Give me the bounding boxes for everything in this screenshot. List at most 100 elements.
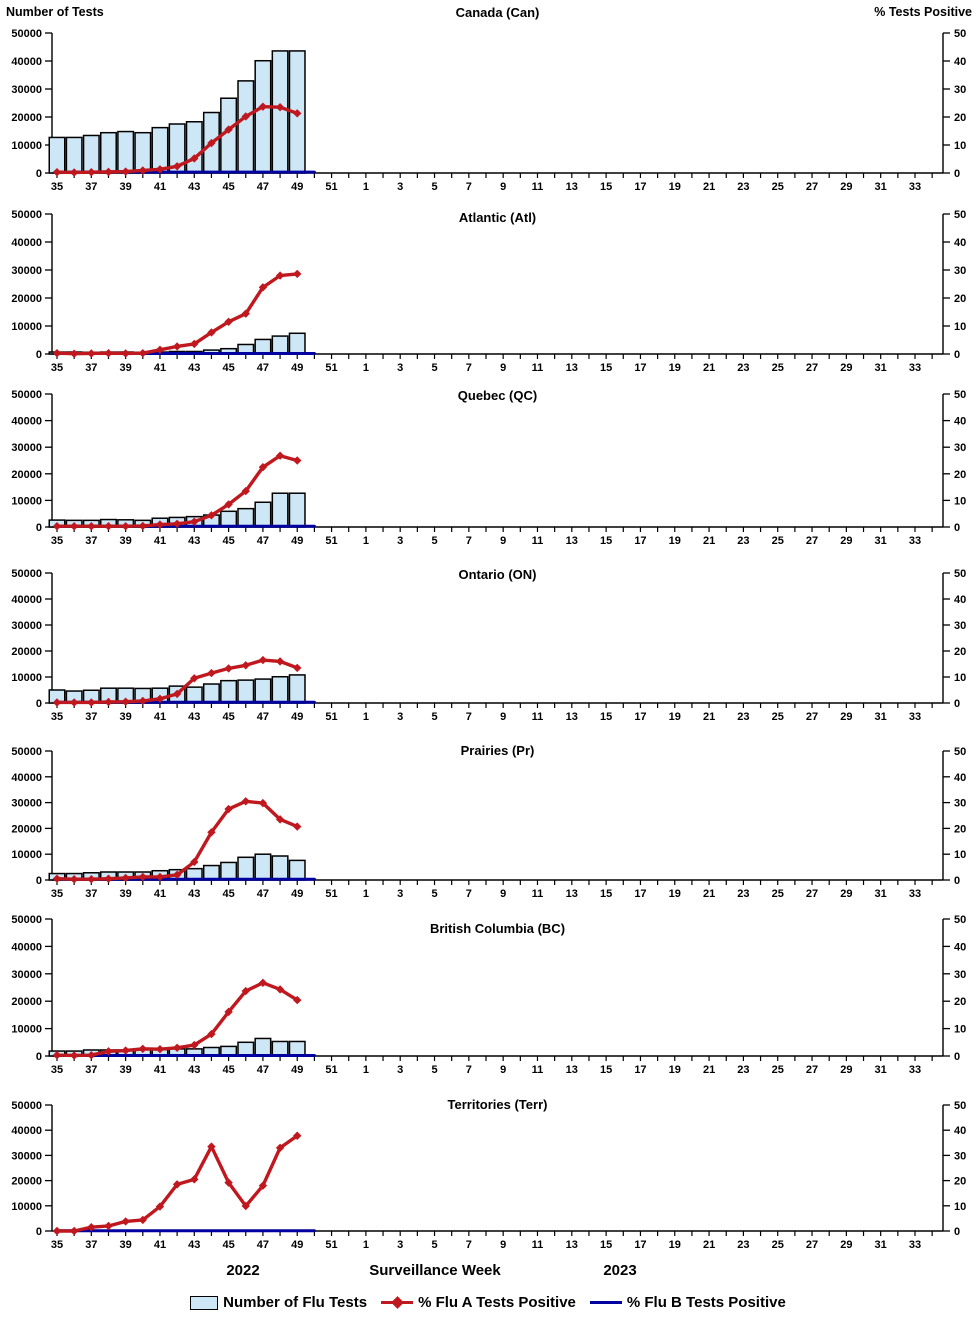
flu-a-diamond-marker — [258, 102, 268, 111]
flu-a-diamond-marker — [104, 348, 113, 358]
flu-a-diamond-marker — [172, 1180, 182, 1189]
flu-a-line-swatch — [381, 1295, 414, 1309]
left-tick-label: 50000 — [11, 28, 42, 40]
x-tick-label: 43 — [188, 711, 200, 723]
flu-a-diamond-marker — [172, 342, 182, 351]
left-tick-label: 10000 — [11, 672, 42, 684]
flu-a-diamond-marker — [275, 271, 285, 280]
x-tick-label: 11 — [532, 888, 544, 900]
x-tick-label: 39 — [120, 535, 132, 547]
x-tick-label: 47 — [257, 362, 269, 374]
x-tick-label: 25 — [772, 181, 784, 193]
left-tick-label: 50000 — [11, 746, 42, 758]
legend-label: % Flu B Tests Positive — [626, 1294, 786, 1311]
x-tick-label: 5 — [431, 181, 437, 193]
x-tick-label: 7 — [466, 888, 472, 900]
x-tick-label: 41 — [154, 888, 166, 900]
x-tick-label: 7 — [466, 711, 472, 723]
x-tick-label: 45 — [222, 1239, 234, 1251]
x-tick-label: 23 — [737, 711, 749, 723]
x-tick-label: 21 — [703, 181, 715, 193]
x-tick-label: 51 — [325, 1064, 337, 1076]
flu-tests-bar — [254, 59, 272, 174]
x-tick-label: 3 — [397, 535, 403, 547]
flu-tests-bar — [288, 859, 306, 881]
x-tick-label: 47 — [257, 535, 269, 547]
x-tick-label: 27 — [806, 181, 818, 193]
flu-a-diamond-marker — [52, 167, 62, 177]
x-tick-label: 23 — [737, 535, 749, 547]
flu-a-diamond-marker — [87, 698, 96, 707]
right-tick-label: 40 — [954, 941, 966, 953]
x-tick-label: 19 — [669, 888, 681, 900]
flu-a-diamond-marker — [241, 661, 250, 670]
flu-tests-bar — [82, 134, 100, 174]
x-tick-label: 29 — [840, 1064, 852, 1076]
flu-a-diamond-marker — [52, 348, 62, 358]
x-tick-label: 39 — [120, 362, 132, 374]
right-tick-label: 50 — [954, 568, 966, 580]
x-tick-label: 45 — [222, 362, 234, 374]
x-tick-label: 49 — [291, 181, 303, 193]
legend: Number of Flu Tests % Flu A Tests Positi… — [0, 1294, 976, 1311]
flu-tests-bar — [271, 492, 289, 528]
right-tick-label: 40 — [954, 772, 966, 784]
x-tick-label: 15 — [600, 711, 612, 723]
flu-tests-bar — [237, 80, 255, 174]
x-tick-label: 29 — [840, 1239, 852, 1251]
x-tick-label: 19 — [669, 1239, 681, 1251]
x-tick-label: 51 — [325, 362, 337, 374]
x-tick-label: 21 — [703, 362, 715, 374]
flu-tests-bar — [288, 674, 306, 704]
x-tick-label: 27 — [806, 362, 818, 374]
right-tick-label: 40 — [954, 416, 966, 428]
right-tick-label: 50 — [954, 1100, 966, 1112]
flu-a-diamond-marker — [69, 168, 79, 177]
x-tick-label: 33 — [909, 535, 921, 547]
legend-item-flu-a: % Flu A Tests Positive — [381, 1294, 576, 1311]
x-tick-label: 27 — [806, 888, 818, 900]
x-tick-label: 17 — [634, 1239, 646, 1251]
x-tick-label: 49 — [291, 362, 303, 374]
left-tick-label: 10000 — [11, 1024, 42, 1036]
x-tick-label: 17 — [634, 711, 646, 723]
x-tick-label: 15 — [600, 1064, 612, 1076]
right-tick-label: 10 — [954, 849, 966, 861]
x-tick-label: 1 — [363, 1064, 369, 1076]
x-tick-label: 51 — [325, 181, 337, 193]
right-tick-label: 20 — [954, 823, 966, 835]
flu-tests-bar — [254, 338, 272, 355]
left-tick-label: 10000 — [11, 321, 42, 333]
flu-a-diamond-marker — [52, 1226, 62, 1236]
flu-tests-bar — [254, 1037, 272, 1057]
x-tick-label: 9 — [500, 1064, 506, 1076]
left-tick-label: 0 — [36, 1226, 42, 1238]
x-tick-label: 25 — [772, 711, 784, 723]
x-tick-label: 11 — [532, 711, 544, 723]
x-tick-label: 11 — [532, 1064, 544, 1076]
x-tick-label: 25 — [772, 888, 784, 900]
left-tick-label: 40000 — [11, 416, 42, 428]
right-tick-label: 30 — [954, 265, 966, 277]
flu-tests-bar — [288, 332, 306, 355]
left-tick-label: 40000 — [11, 941, 42, 953]
flu-a-diamond-marker — [293, 663, 302, 673]
left-tick-label: 0 — [36, 522, 42, 534]
x-tick-label: 3 — [397, 1239, 403, 1251]
x-tick-label: 41 — [154, 535, 166, 547]
x-tick-label: 41 — [154, 181, 166, 193]
flu-tests-bar — [202, 683, 220, 704]
left-tick-label: 40000 — [11, 237, 42, 249]
flu-a-diamond-marker — [155, 345, 165, 354]
x-tick-label: 33 — [909, 362, 921, 374]
x-tick-label: 17 — [634, 181, 646, 193]
left-tick-label: 0 — [36, 698, 42, 710]
flu-tests-bar — [271, 855, 289, 881]
x-tick-label: 11 — [532, 362, 544, 374]
x-tick-label: 39 — [120, 1239, 132, 1251]
flu-a-diamond-marker — [207, 668, 216, 678]
flu-a-diamond-marker — [224, 317, 233, 326]
